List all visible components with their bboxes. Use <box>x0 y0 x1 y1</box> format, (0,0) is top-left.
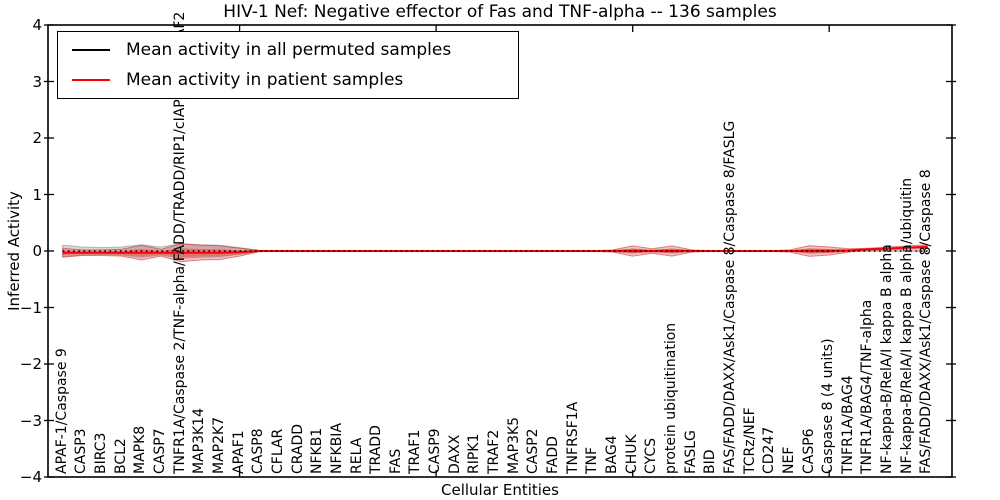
x-tick-label: MAP2K7 <box>210 416 227 474</box>
y-tick-label: −1 <box>19 298 42 317</box>
legend-label: Mean activity in patient samples <box>126 70 404 90</box>
x-tick-label: TRADD <box>368 425 385 474</box>
x-tick-label: RELA <box>348 437 365 474</box>
x-tick-label: DAXX <box>446 434 463 474</box>
permuted-mean-line-sample <box>72 49 110 51</box>
x-tick-label: CD247 <box>761 426 778 474</box>
x-tick-label: MAPK8 <box>132 425 149 474</box>
x-tick-label: FAS <box>387 448 404 474</box>
x-tick-label: BCL2 <box>112 438 129 474</box>
legend-item: Mean activity in patient samples <box>72 65 518 95</box>
x-tick-label: CASP3 <box>73 428 90 474</box>
x-tick-label: TRAF1 <box>407 429 424 474</box>
x-tick-label: Caspase 8 (4 units) <box>820 338 837 474</box>
x-tick-label: protein ubiquitination <box>662 322 679 474</box>
x-tick-label: CASP6 <box>800 428 817 474</box>
x-tick-label: CYCS <box>643 438 660 474</box>
y-tick-label: −2 <box>19 355 42 373</box>
x-tick-label: TNFR1A/BAG4 <box>839 375 856 474</box>
x-tick-label: CHUK <box>623 434 640 474</box>
y-tick-label: −3 <box>19 411 42 430</box>
x-tick-label: BAG4 <box>604 435 620 474</box>
x-tick-label: MAP3K14 <box>191 407 208 474</box>
x-tick-label: NF-kappa-B/RelA/I kappa B alpha/ubiquiti… <box>898 177 915 474</box>
x-tick-label: NFKBIA <box>328 422 345 474</box>
x-tick-label: CASP7 <box>152 428 168 474</box>
x-tick-label: TNF <box>584 446 601 474</box>
x-tick-label: CASP2 <box>525 428 542 474</box>
y-tick-label: −4 <box>19 468 42 486</box>
chart-title: HIV-1 Nef: Negative effector of Fas and … <box>223 2 777 22</box>
x-tick-label: NFKB1 <box>309 427 326 474</box>
x-tick-label: TNFR1A/BAG4/TNF-alpha <box>859 299 876 474</box>
legend-item: Mean activity in all permuted samples <box>72 35 518 65</box>
y-tick-label: 0 <box>32 242 42 260</box>
y-tick-label: 4 <box>32 16 42 34</box>
y-tick-label: 3 <box>32 72 42 91</box>
x-tick-label: FAS/FADD/DAXX/Ask1/Caspase 8/Caspase 8 <box>918 169 935 474</box>
x-tick-label: BID <box>702 449 719 474</box>
y-tick-label: 2 <box>32 129 42 147</box>
x-axis-label: Cellular Entities <box>441 481 559 499</box>
x-tick-label: CFLAR <box>269 428 286 474</box>
x-tick-label: RIPK1 <box>466 433 483 474</box>
x-tick-label: APAF-1/Caspase 9 <box>53 348 70 474</box>
x-tick-label: FASLG <box>682 430 699 474</box>
x-tick-label: NF-kappa-B/RelA/I kappa B alpha <box>879 244 896 474</box>
x-tick-label: BIRC3 <box>93 432 110 474</box>
x-tick-label: TNFRSF1A <box>564 401 581 474</box>
x-tick-label: MAP3K5 <box>505 416 522 474</box>
legend: Mean activity in all permuted samples Me… <box>57 31 519 99</box>
y-tick-label: 1 <box>32 185 42 204</box>
x-tick-label: TCRz/NEF <box>741 407 758 474</box>
x-tick-label: CASP8 <box>250 428 267 474</box>
x-tick-label: CRADD <box>289 423 306 474</box>
x-tick-label: TRAF2 <box>486 429 503 474</box>
x-tick-label: CASP9 <box>427 428 444 474</box>
x-tick-label: APAF1 <box>230 430 247 474</box>
x-tick-label: FAS/FADD/DAXX/Ask1/Caspase 8/Caspase 8/F… <box>721 120 738 474</box>
x-tick-label: FADD <box>545 436 562 474</box>
x-tick-label: NEF <box>780 446 797 474</box>
legend-label: Mean activity in all permuted samples <box>126 40 452 60</box>
patient-mean-line-sample <box>72 79 110 81</box>
